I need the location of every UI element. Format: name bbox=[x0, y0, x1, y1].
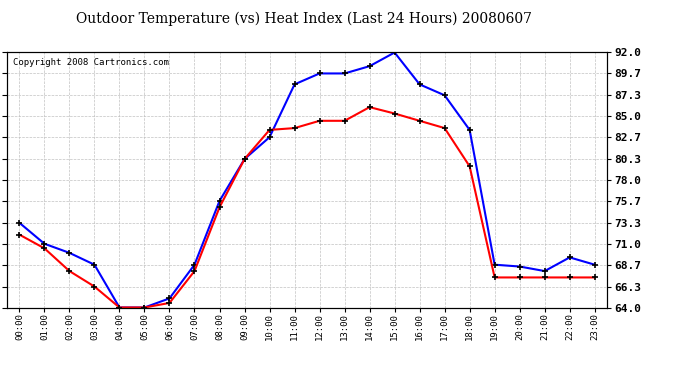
Text: Outdoor Temperature (vs) Heat Index (Last 24 Hours) 20080607: Outdoor Temperature (vs) Heat Index (Las… bbox=[76, 11, 531, 26]
Text: Copyright 2008 Cartronics.com: Copyright 2008 Cartronics.com bbox=[13, 58, 169, 67]
